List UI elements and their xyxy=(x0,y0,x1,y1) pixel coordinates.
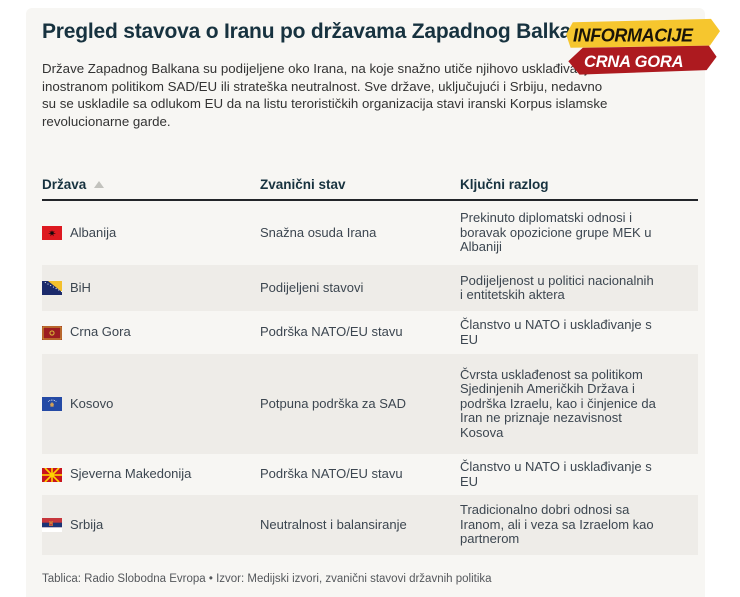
svg-text:INFORMACIJE: INFORMACIJE xyxy=(573,26,694,46)
svg-text:CRNA GORA: CRNA GORA xyxy=(584,53,683,71)
